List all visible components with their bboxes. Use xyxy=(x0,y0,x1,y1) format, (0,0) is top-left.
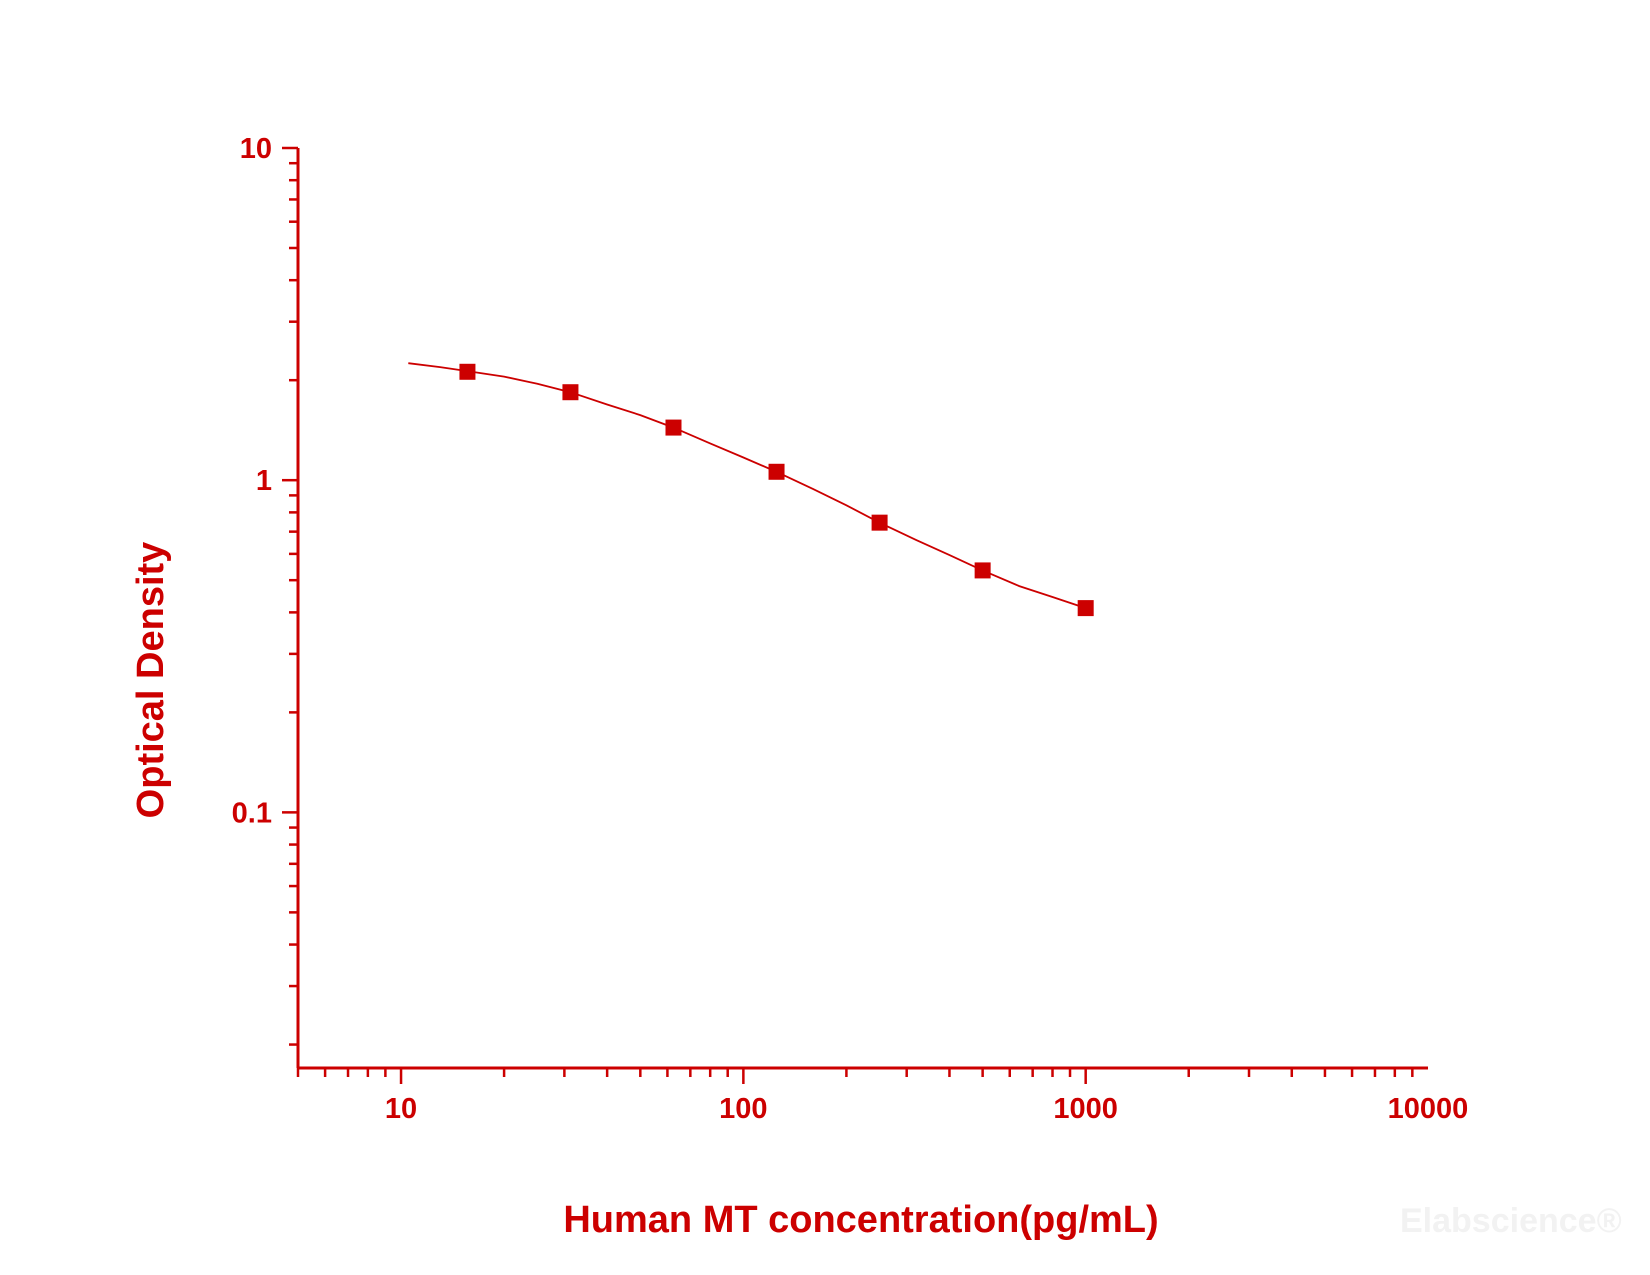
y-tick-label: 1 xyxy=(256,465,272,497)
data-point xyxy=(871,514,888,531)
x-tick-label: 1000 xyxy=(1053,1093,1118,1125)
x-axis-title: Human MT concentration(pg/mL) xyxy=(563,1199,1158,1241)
data-point xyxy=(562,384,579,401)
x-tick-label: 10000 xyxy=(1388,1093,1469,1125)
data-point xyxy=(768,463,785,480)
data-point xyxy=(459,363,476,380)
axes xyxy=(296,148,1428,1070)
y-axis-title: Optical Density xyxy=(130,542,172,819)
tick-labels: 10 100 1000 10000 10 1 0.1 xyxy=(232,133,1469,1125)
y-tick-label: 0.1 xyxy=(232,797,272,829)
ticks xyxy=(282,146,1414,1084)
data-points xyxy=(459,363,1094,617)
fit-curve xyxy=(408,362,1086,609)
data-point xyxy=(974,562,991,579)
watermark: Elabscience® xyxy=(1400,1202,1622,1240)
x-tick-label: 100 xyxy=(719,1093,767,1125)
data-point xyxy=(1077,600,1094,617)
y-tick-label: 10 xyxy=(240,133,272,165)
data-point xyxy=(665,419,682,436)
x-tick-label: 10 xyxy=(385,1093,417,1125)
